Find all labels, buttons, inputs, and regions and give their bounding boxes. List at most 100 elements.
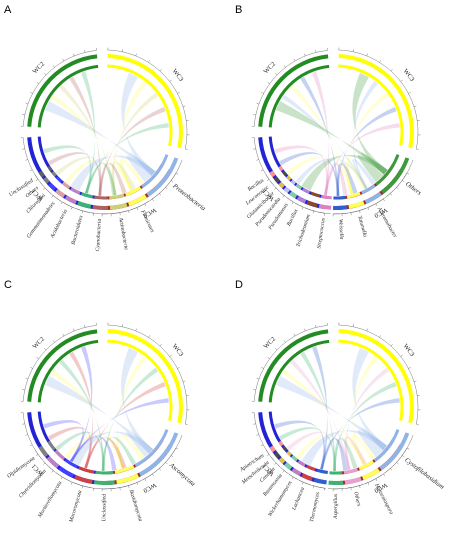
tick xyxy=(256,102,260,105)
taxon-arc xyxy=(362,468,380,480)
tick xyxy=(400,354,403,357)
chord-ribbon xyxy=(345,367,390,470)
taxon-inner-arc xyxy=(346,191,361,199)
tick-ring xyxy=(275,187,280,192)
chord-ribbon xyxy=(336,163,358,196)
tick xyxy=(366,53,368,57)
taxon-label: Tatumella xyxy=(356,215,368,238)
taxon-arc xyxy=(146,157,179,197)
taxon-arc xyxy=(38,170,46,178)
tick xyxy=(413,380,417,382)
tick xyxy=(148,335,150,338)
tick xyxy=(266,179,270,181)
tick-ring xyxy=(265,174,270,180)
taxon-inner-arc xyxy=(54,449,66,461)
tick-ring xyxy=(39,181,44,187)
chord-ribbon xyxy=(48,426,92,469)
chord-ribbon xyxy=(70,436,117,471)
taxon-inner-arc xyxy=(302,187,311,194)
chord-ribbon xyxy=(85,163,117,196)
tick xyxy=(315,49,317,53)
taxon-arc xyxy=(43,176,50,184)
taxon-label: Bacillus xyxy=(286,208,300,227)
tick xyxy=(375,203,378,207)
taxon-inner-arc xyxy=(282,445,288,452)
chord-ribbon xyxy=(101,436,136,471)
taxon-arc xyxy=(278,181,285,189)
taxon-label: Bacteroidetes xyxy=(71,215,85,246)
chord-diagram: WC3WC2WC1WC0ProteobacteriaFirmicutesActi… xyxy=(8,47,207,252)
taxon-inner-arc xyxy=(94,195,108,200)
taxon-inner-arc xyxy=(55,176,63,183)
taxon-arc xyxy=(269,170,276,178)
taxon-label: Lachancea xyxy=(291,486,306,512)
chord-ribbon xyxy=(301,155,388,191)
tick xyxy=(175,447,179,450)
chord-ribbon xyxy=(44,376,154,454)
taxon-arc xyxy=(283,186,291,194)
chord-ribbon xyxy=(43,420,84,462)
tick xyxy=(274,187,277,190)
tick-ring xyxy=(275,462,281,467)
tick xyxy=(136,482,138,485)
taxon-inner-arc xyxy=(310,191,321,198)
chord-ribbon xyxy=(64,434,124,469)
taxon-arc xyxy=(318,204,332,210)
chord-ribbon xyxy=(70,431,154,466)
tick xyxy=(293,333,296,337)
tick-ring xyxy=(34,174,39,181)
tick-ring xyxy=(43,461,55,472)
tick xyxy=(301,482,304,485)
taxon-label: Cyanobacteria xyxy=(95,218,103,251)
tick-ring xyxy=(364,474,383,484)
taxon-label: Chytridiomycota xyxy=(18,468,48,499)
tick xyxy=(390,468,393,471)
tick xyxy=(70,207,73,210)
taxon-inner-arc xyxy=(134,429,169,467)
tick xyxy=(44,348,47,351)
tick xyxy=(135,328,137,332)
chord-ribbon xyxy=(64,158,133,191)
taxon-arc xyxy=(296,195,307,204)
taxon-arc xyxy=(344,476,362,485)
chord-ribbon xyxy=(351,433,376,465)
taxon-arc xyxy=(289,191,298,199)
chord-ribbon xyxy=(357,152,388,182)
taxon-label: Actinobacteria xyxy=(117,216,129,250)
tick xyxy=(413,105,417,107)
group-label: WC2 xyxy=(32,336,47,351)
taxon-inner-arc xyxy=(306,464,316,472)
tick xyxy=(62,58,65,62)
tick xyxy=(301,207,304,210)
tick xyxy=(402,180,405,183)
taxon-arc xyxy=(313,477,327,485)
taxon-label: Ascomycota xyxy=(167,461,196,488)
tick xyxy=(70,482,73,485)
group-arc xyxy=(107,54,183,149)
taxon-inner-arc xyxy=(70,187,81,195)
tick xyxy=(291,476,294,480)
group-inner-arc xyxy=(37,64,99,128)
taxon-arc xyxy=(379,432,410,471)
taxon-inner-arc xyxy=(95,470,114,475)
tick-ring xyxy=(110,210,129,214)
tick xyxy=(159,468,162,471)
group-arc xyxy=(27,54,98,127)
taxon-arc xyxy=(273,176,281,184)
tick xyxy=(169,354,172,357)
taxon-inner-arc xyxy=(361,184,376,195)
tick xyxy=(22,148,25,150)
tick xyxy=(390,69,393,72)
taxon-arc xyxy=(284,462,293,470)
panel-letter: A xyxy=(4,4,12,16)
taxon-arc xyxy=(55,188,66,198)
chord-ribbon xyxy=(347,92,390,195)
taxon-inner-arc xyxy=(109,193,125,200)
tick xyxy=(136,207,138,210)
taxon-inner-arc xyxy=(47,440,56,451)
chord-ribbon xyxy=(116,355,147,469)
tick-ring xyxy=(312,485,326,489)
tick xyxy=(182,105,186,107)
